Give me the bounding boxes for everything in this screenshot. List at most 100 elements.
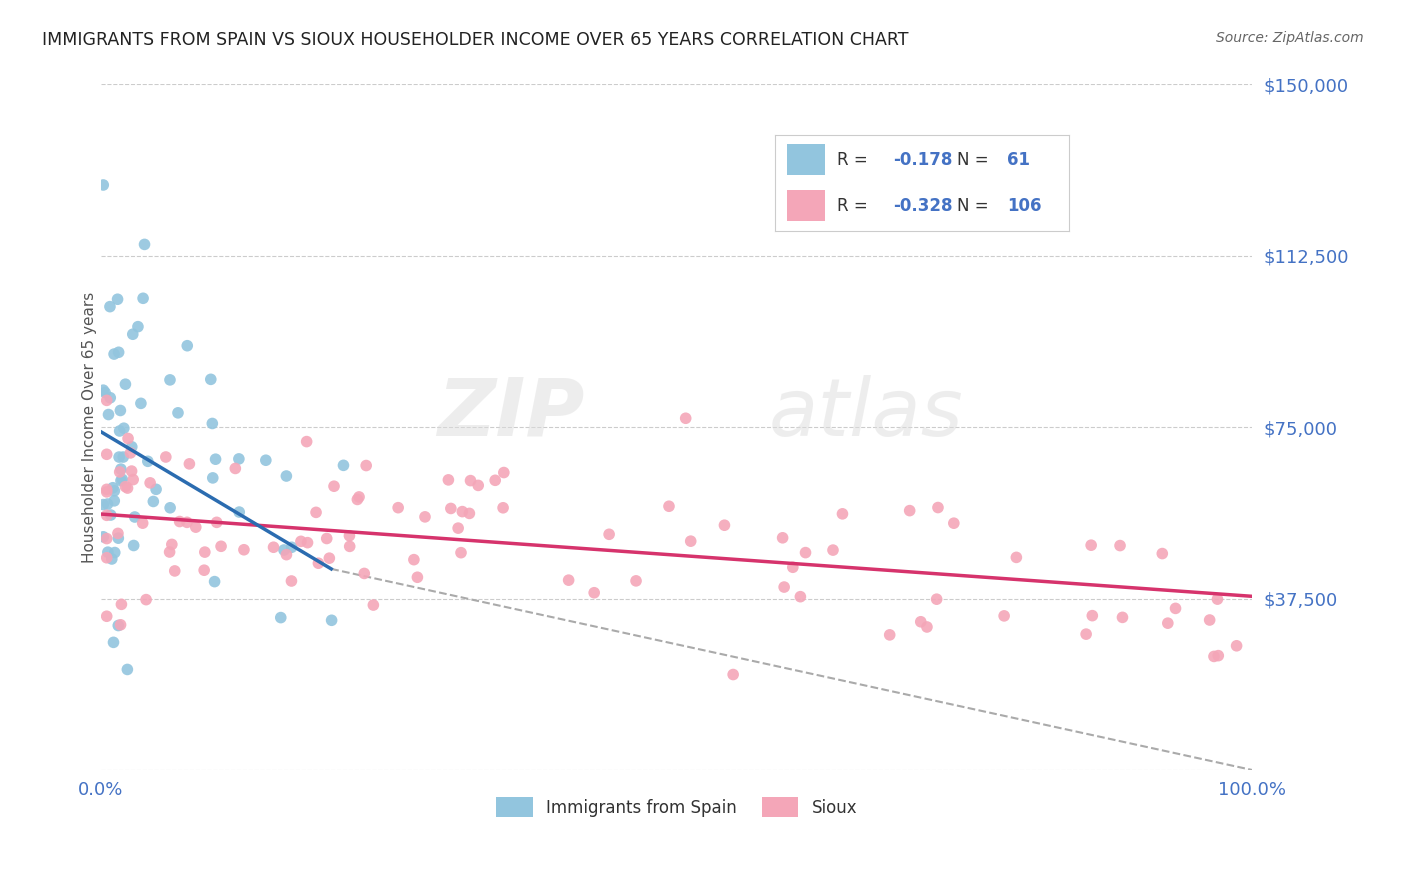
Point bbox=[339, 540, 361, 554]
Point bbox=[121, 464, 143, 478]
Point bbox=[122, 539, 145, 553]
Text: IMMIGRANTS FROM SPAIN VS SIOUX HOUSEHOLDER INCOME OVER 65 YEARS CORRELATION CHAR: IMMIGRANTS FROM SPAIN VS SIOUX HOUSEHOLD… bbox=[42, 31, 908, 49]
Point bbox=[228, 505, 250, 519]
Point bbox=[132, 291, 155, 305]
Text: ZIP: ZIP bbox=[437, 375, 585, 452]
Point bbox=[1081, 608, 1104, 623]
Point bbox=[925, 592, 948, 607]
Text: R =: R = bbox=[837, 196, 873, 215]
Point bbox=[194, 545, 217, 559]
Point bbox=[205, 516, 228, 530]
Point bbox=[103, 493, 125, 508]
Point bbox=[104, 545, 127, 559]
Point bbox=[773, 580, 796, 594]
FancyBboxPatch shape bbox=[787, 190, 825, 221]
Point bbox=[108, 424, 131, 438]
Point bbox=[91, 530, 114, 544]
Point bbox=[492, 500, 515, 515]
Point bbox=[315, 532, 337, 546]
Point bbox=[794, 546, 817, 560]
Point bbox=[107, 531, 129, 545]
Point bbox=[789, 590, 811, 604]
Point bbox=[280, 541, 302, 555]
Point bbox=[1164, 601, 1187, 615]
Point bbox=[110, 598, 132, 612]
Point bbox=[1005, 550, 1028, 565]
Point bbox=[451, 505, 474, 519]
Point bbox=[1152, 547, 1174, 561]
Point bbox=[347, 490, 370, 504]
Point bbox=[1206, 648, 1229, 663]
Text: -0.328: -0.328 bbox=[893, 196, 952, 215]
Point bbox=[112, 421, 135, 435]
Point bbox=[94, 385, 117, 400]
Point bbox=[263, 540, 285, 554]
Point bbox=[297, 535, 319, 549]
Point bbox=[295, 434, 318, 449]
Point bbox=[131, 516, 153, 531]
Point bbox=[460, 474, 482, 488]
Legend: Immigrants from Spain, Sioux: Immigrants from Spain, Sioux bbox=[489, 791, 863, 823]
Point bbox=[204, 574, 226, 589]
Point bbox=[103, 635, 125, 649]
Point bbox=[675, 411, 697, 425]
Point bbox=[124, 510, 146, 524]
Point bbox=[1206, 592, 1229, 607]
Point bbox=[276, 469, 298, 483]
Text: -0.178: -0.178 bbox=[893, 151, 952, 169]
Point bbox=[107, 292, 129, 306]
Point bbox=[121, 327, 143, 342]
Point bbox=[387, 500, 409, 515]
Point bbox=[228, 451, 250, 466]
Point bbox=[224, 461, 246, 475]
Point bbox=[110, 403, 132, 417]
Point bbox=[100, 508, 122, 522]
Point bbox=[440, 501, 463, 516]
Point bbox=[290, 534, 312, 549]
Point bbox=[96, 497, 118, 511]
Point bbox=[713, 518, 735, 533]
Point bbox=[598, 527, 620, 541]
Point bbox=[114, 377, 136, 392]
FancyBboxPatch shape bbox=[787, 145, 825, 175]
Point bbox=[145, 483, 167, 497]
Point bbox=[110, 617, 132, 632]
Point bbox=[97, 408, 120, 422]
Point bbox=[354, 458, 377, 473]
Point bbox=[163, 564, 186, 578]
Point bbox=[276, 548, 298, 562]
Point bbox=[117, 432, 139, 446]
Point bbox=[402, 552, 425, 566]
Point bbox=[176, 516, 198, 530]
Point bbox=[307, 556, 329, 570]
Point bbox=[127, 319, 149, 334]
Point bbox=[155, 450, 177, 464]
Point bbox=[159, 500, 181, 515]
Text: atlas: atlas bbox=[769, 375, 963, 452]
Point bbox=[112, 450, 135, 464]
Point bbox=[117, 481, 139, 495]
Y-axis label: Householder Income Over 65 years: Householder Income Over 65 years bbox=[83, 292, 97, 563]
Point bbox=[142, 494, 165, 508]
Point bbox=[193, 563, 215, 577]
Point bbox=[108, 450, 131, 464]
Point bbox=[108, 465, 131, 479]
Point bbox=[159, 373, 181, 387]
Point bbox=[96, 508, 118, 523]
Point bbox=[1111, 610, 1133, 624]
Point bbox=[114, 480, 136, 494]
Point bbox=[437, 473, 460, 487]
Point bbox=[1202, 649, 1225, 664]
Point bbox=[110, 474, 132, 488]
Point bbox=[159, 545, 181, 559]
Point bbox=[103, 347, 125, 361]
Point bbox=[273, 543, 295, 558]
Text: 61: 61 bbox=[1008, 151, 1031, 169]
Point bbox=[583, 585, 606, 599]
Point bbox=[97, 545, 120, 559]
Point bbox=[318, 551, 340, 566]
Point bbox=[204, 452, 226, 467]
Point bbox=[184, 520, 207, 534]
Point bbox=[363, 598, 385, 612]
Point bbox=[658, 500, 681, 514]
